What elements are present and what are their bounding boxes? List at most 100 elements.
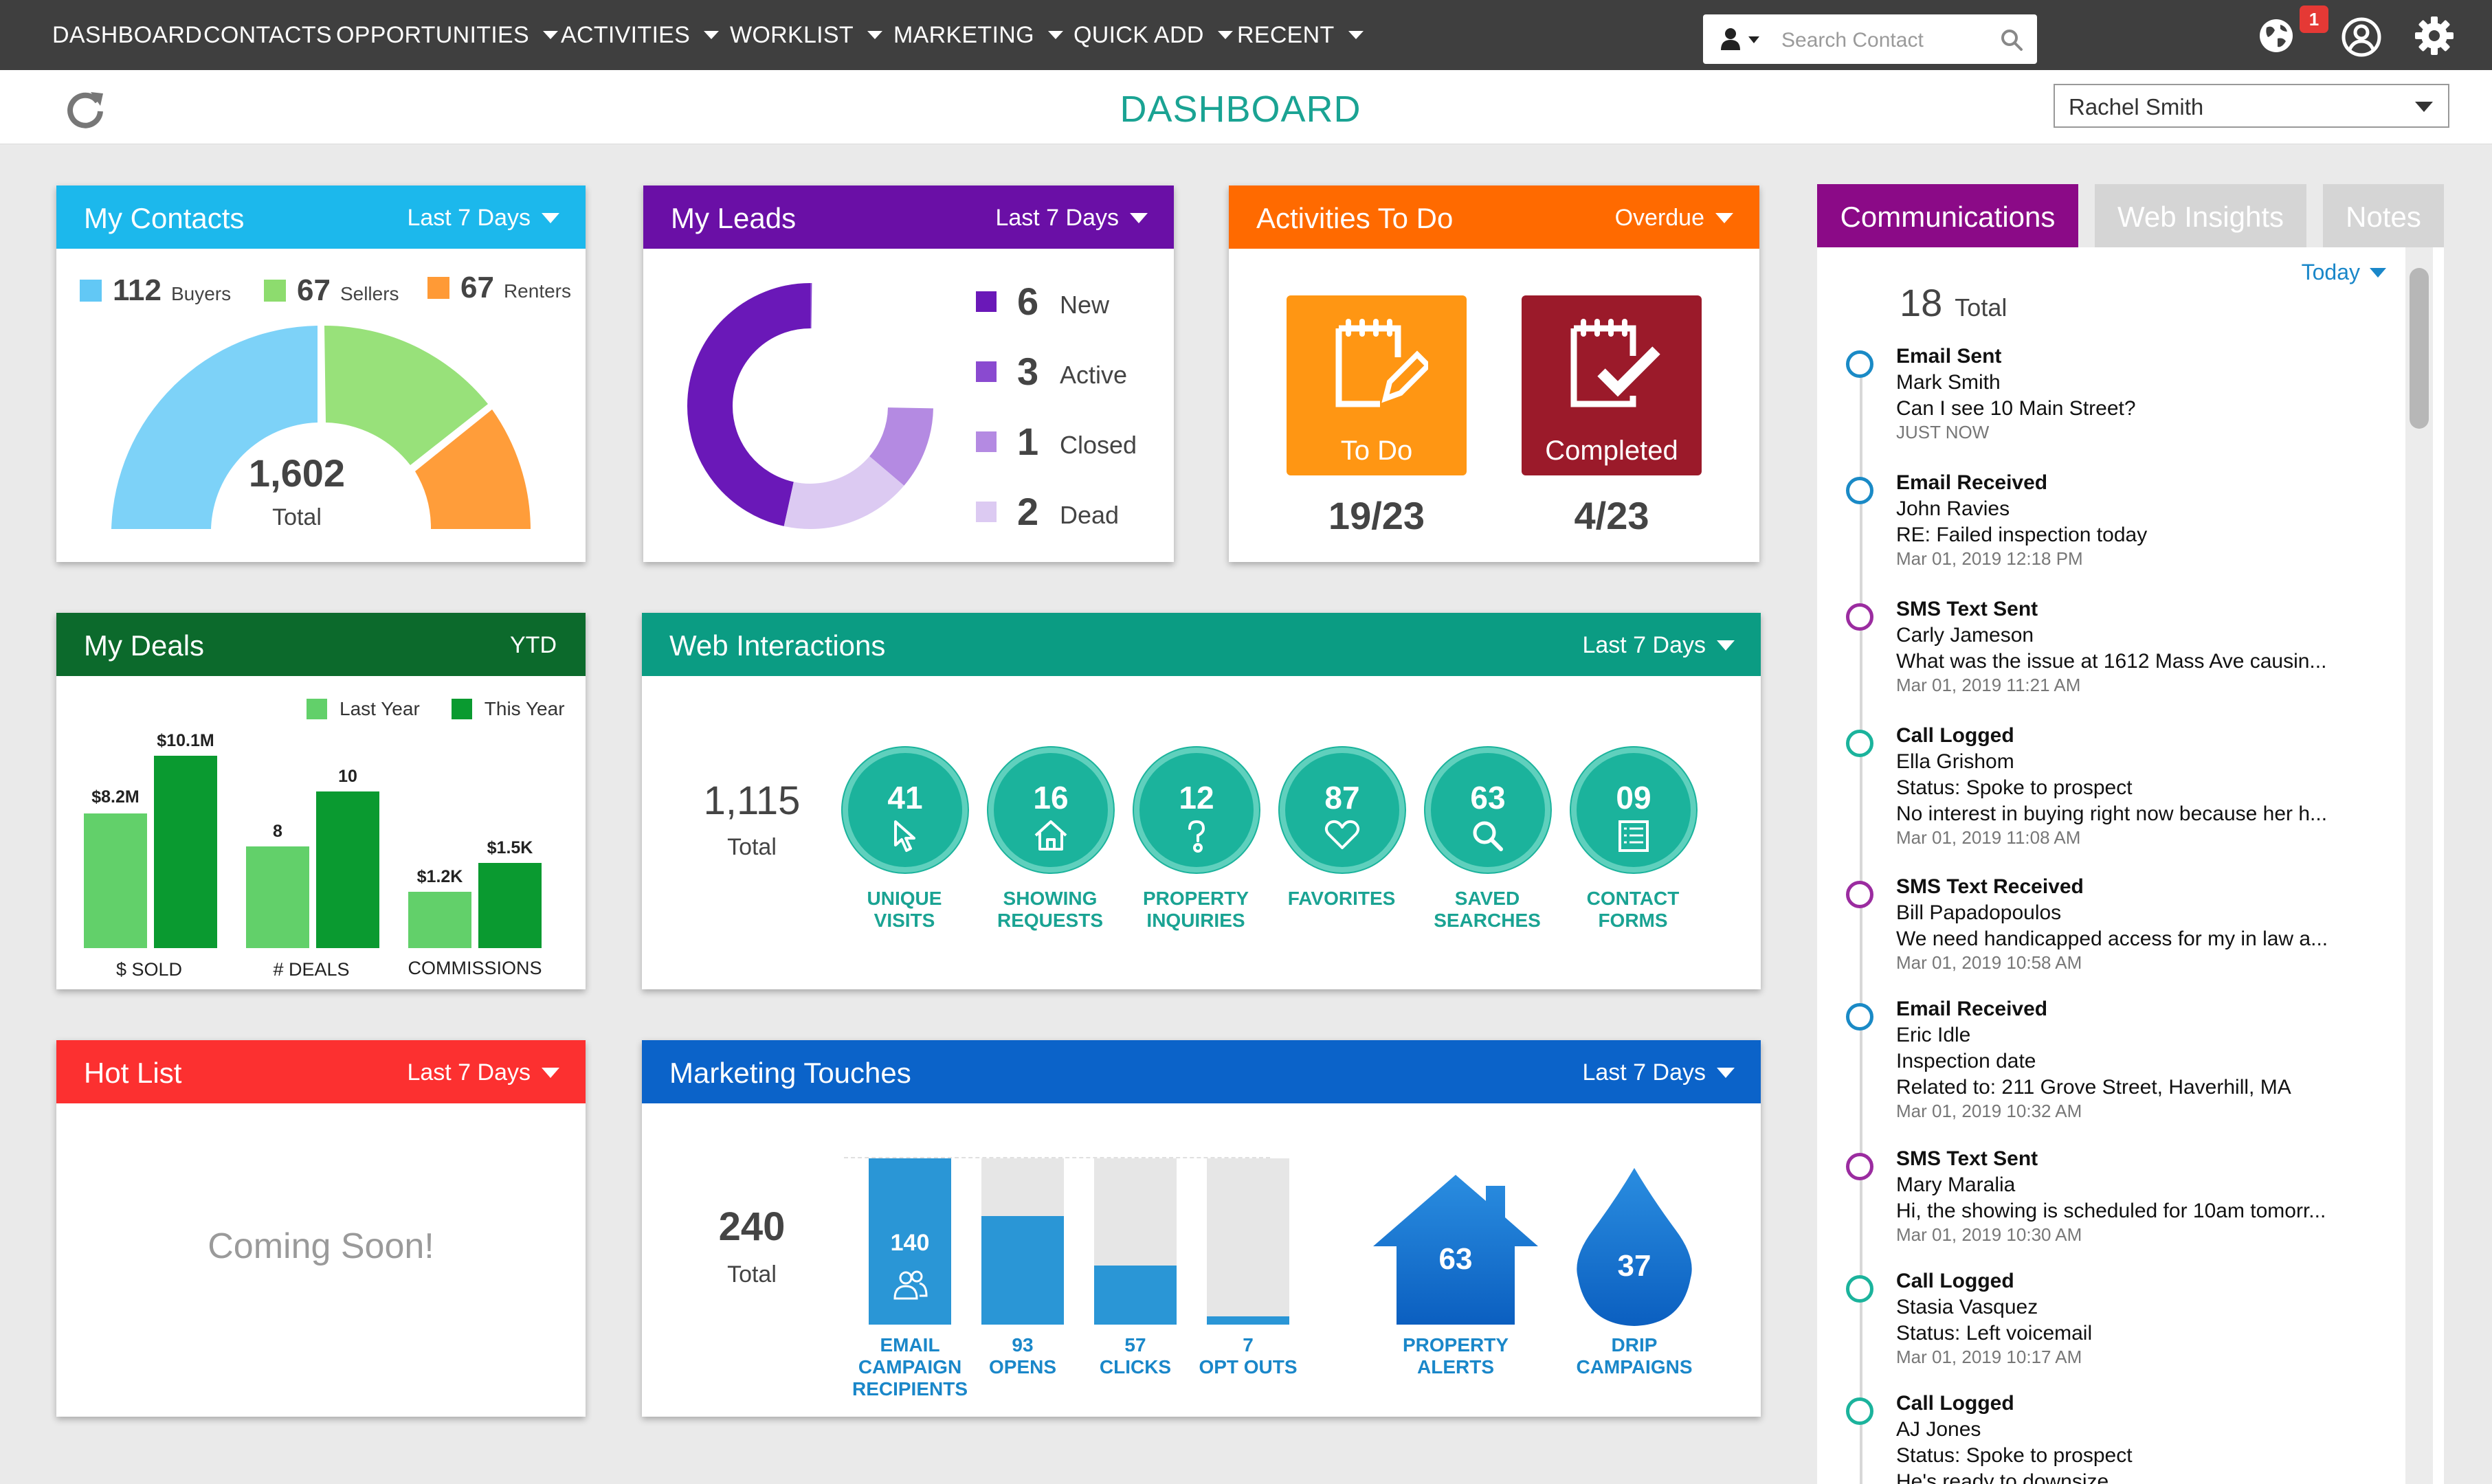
contact-type-icon[interactable] <box>1721 27 1765 52</box>
metric-label: SHOWING REQUESTS <box>997 888 1104 931</box>
bar-commissions-this-year <box>478 863 542 948</box>
period-filter[interactable]: Last 7 Days <box>407 205 559 232</box>
chevron-down-icon <box>542 31 558 39</box>
drip-campaigns-drop[interactable] <box>1572 1168 1696 1327</box>
status-filter[interactable]: Overdue <box>1615 205 1733 232</box>
todo-count: 19/23 <box>1328 494 1425 537</box>
nav-opportunities[interactable]: OPPORTUNITIES <box>336 18 558 52</box>
globe-icon[interactable] <box>2257 16 2295 55</box>
completed-tile[interactable]: Completed <box>1522 295 1702 475</box>
timeline-email-icon <box>1846 1003 1873 1031</box>
todo-tile[interactable]: To Do <box>1287 295 1467 475</box>
metric-label: PROPERTY INQUIRIES <box>1142 888 1249 931</box>
nav-recent[interactable]: RECENT <box>1237 18 1364 52</box>
scrollbar-thumb[interactable] <box>2410 268 2429 429</box>
web-total-label: Total <box>727 834 777 860</box>
search-contact-box[interactable]: Search Contact <box>1703 14 2037 64</box>
my-deals-card: My Deals YTD Last Year This Year $8.2M $… <box>56 613 586 989</box>
legend-value: 6 <box>1017 280 1039 323</box>
agent-select[interactable]: Rachel Smith <box>2054 84 2449 128</box>
chevron-down-icon <box>542 1068 559 1078</box>
leads-donut-chart <box>687 283 933 529</box>
bar-label-email-campaign: EMAIL CAMPAIGN RECIPIENTS <box>852 1334 968 1399</box>
nav-contacts[interactable]: CONTACTS <box>203 21 332 48</box>
bar-value: 140 <box>890 1230 930 1256</box>
my-leads-header: My Leads Last 7 Days <box>643 186 1174 249</box>
chevron-down-icon <box>2415 102 2433 112</box>
legend-label: Active <box>1060 360 1128 389</box>
metric-label: FAVORITES <box>1287 888 1396 909</box>
comms-total-label: Total <box>1955 293 2007 322</box>
bar-group-label: $ SOLD <box>115 959 183 980</box>
my-leads-card: My Leads Last 7 Days 6 New 3 Active 1 Cl… <box>643 186 1174 562</box>
tab-web-insights[interactable]: Web Insights <box>2095 184 2306 247</box>
saved-searches-metric[interactable]: 63 <box>1425 747 1550 873</box>
favorites-metric[interactable]: 87 <box>1280 747 1405 873</box>
legend-label: Buyers <box>170 283 232 304</box>
user-profile-icon[interactable] <box>2341 16 2382 58</box>
metric-value: 16 <box>1033 780 1069 816</box>
legend-swatch <box>307 699 327 719</box>
completed-label: Completed <box>1545 436 1678 466</box>
card-title: My Contacts <box>84 202 245 234</box>
legend-value: 3 <box>1017 350 1039 393</box>
nav-quick-add[interactable]: QUICK ADD <box>1073 18 1233 52</box>
bar-label-opt-outs: 7 OPT OUTS <box>1199 1334 1298 1378</box>
deals-legend: Last Year This Year <box>307 698 565 720</box>
bar-deals-last-year <box>246 846 309 948</box>
period-filter[interactable]: YTD <box>510 632 557 658</box>
property-alerts-house[interactable] <box>1373 1175 1538 1326</box>
contact-forms-metric[interactable]: 09 <box>1571 747 1696 873</box>
bar-value-label: 10 <box>338 767 357 786</box>
day-filter[interactable]: Today <box>2302 260 2386 285</box>
legend-swatch <box>976 361 997 382</box>
period-filter[interactable]: Last 7 Days <box>1582 1059 1735 1086</box>
period-filter[interactable]: Last 7 Days <box>407 1059 559 1086</box>
legend-closed: 1 Closed <box>976 419 1137 464</box>
bar-email-campaign[interactable]: 140 <box>869 1158 951 1325</box>
web-interactions-header: Web Interactions Last 7 Days <box>642 613 1761 676</box>
period-filter[interactable]: Last 7 Days <box>1582 632 1735 659</box>
bar-sold-this-year <box>154 756 217 948</box>
timeline-sms-icon <box>1846 881 1873 908</box>
search-icon[interactable] <box>2000 28 2023 52</box>
period-filter[interactable]: Last 7 Days <box>995 205 1148 232</box>
bar-clicks[interactable] <box>1094 1266 1177 1325</box>
tab-communications[interactable]: Communications <box>1817 184 2078 247</box>
web-total: 1,115 <box>703 778 801 823</box>
cursor-icon <box>894 820 915 852</box>
gauge-segment-sellers <box>324 325 488 465</box>
metric-value: 63 <box>1470 780 1506 816</box>
bar-opens[interactable] <box>981 1216 1064 1325</box>
nav-activities[interactable]: ACTIVITIES <box>561 18 720 52</box>
nav-dashboard[interactable]: DASHBOARD <box>52 21 203 48</box>
comms-total-value: 18 <box>1900 281 1943 324</box>
my-contacts-header: My Contacts Last 7 Days <box>56 186 586 249</box>
drip-campaigns-value: 37 <box>1617 1249 1651 1283</box>
search-input[interactable]: Search Contact <box>1781 29 1924 52</box>
bar-opt-outs[interactable] <box>1207 1316 1289 1325</box>
legend-active: 3 Active <box>976 349 1127 394</box>
showing-requests-metric[interactable]: 16 <box>988 747 1113 873</box>
timeline-call-icon <box>1846 1397 1873 1425</box>
unique-visits-metric[interactable]: 41 <box>843 747 968 873</box>
nav-marketing[interactable]: MARKETING <box>893 18 1063 52</box>
house-icon <box>1034 820 1067 851</box>
timeline-email-icon <box>1846 477 1873 504</box>
property-inquiries-metric[interactable]: 12 <box>1134 747 1259 873</box>
gear-icon[interactable] <box>2414 15 2455 56</box>
legend-last-year: Last Year <box>340 698 420 719</box>
bar-label-opens: 93 OPENS <box>988 1334 1057 1378</box>
nav-worklist[interactable]: WORKLIST <box>730 18 882 52</box>
chevron-down-icon <box>1047 31 1063 39</box>
chevron-down-icon <box>1715 213 1733 223</box>
page-title: DASHBOARD <box>1120 89 1361 130</box>
bar-value-label: $1.5K <box>487 838 533 857</box>
card-title: Hot List <box>84 1057 182 1089</box>
property-alerts-value: 63 <box>1438 1242 1473 1276</box>
scrollbar-track[interactable] <box>2405 247 2433 1484</box>
notification-badge: 1 <box>2300 5 2328 33</box>
tab-notes[interactable]: Notes <box>2323 184 2444 247</box>
refresh-icon[interactable] <box>65 88 106 129</box>
card-title: My Leads <box>671 202 797 234</box>
